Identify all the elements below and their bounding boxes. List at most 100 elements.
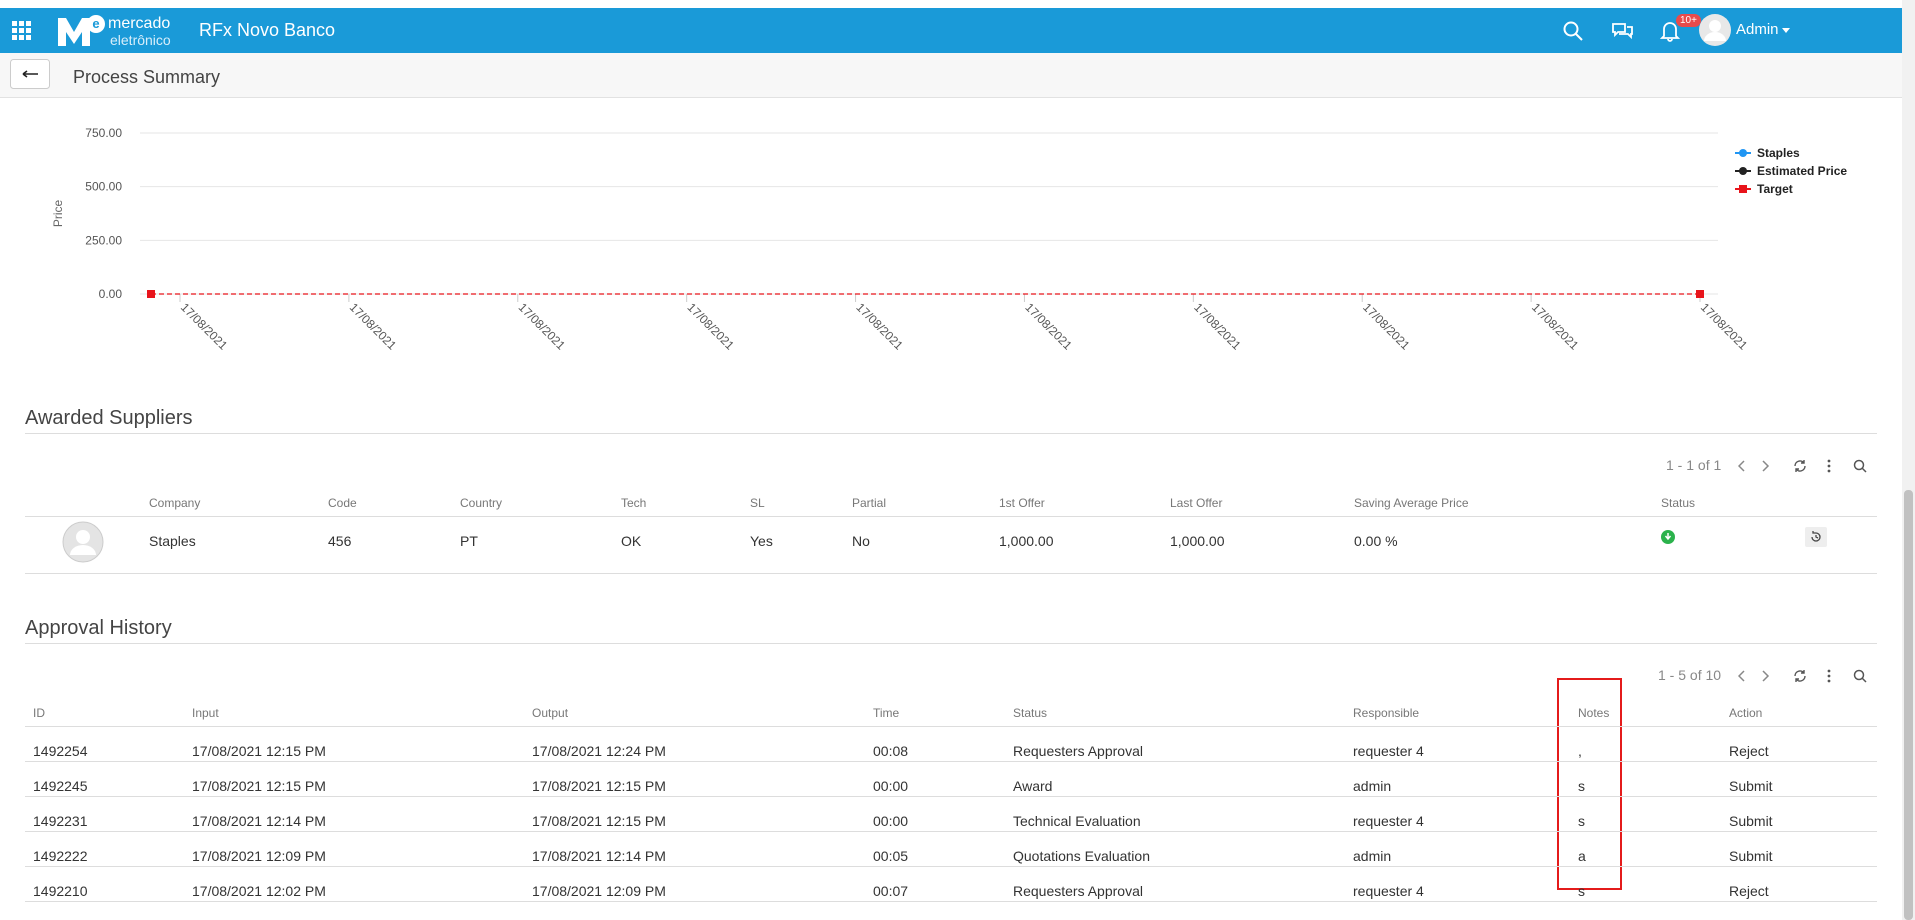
legend-marker [1739,149,1747,157]
section-title: Awarded Suppliers [25,407,193,429]
search-icon[interactable] [1562,20,1584,42]
column-header: Responsible [1353,706,1420,720]
cell: Requesters Approval [1013,883,1143,899]
column-header: Code [328,496,357,510]
notes-highlight [1557,678,1622,890]
y-tick-label: 250.00 [85,233,122,247]
header-rule [25,726,1877,727]
back-button[interactable] [10,59,50,89]
user-caret[interactable] [1782,28,1792,34]
x-tick-label: 17/08/2021 [1191,300,1244,353]
x-tick-label: 17/08/2021 [1529,300,1582,353]
section-title: Approval History [25,617,172,639]
cell: s [1578,883,1585,899]
column-header: Input [192,706,219,720]
x-tick-label: 17/08/2021 [347,300,400,353]
cell: 17/08/2021 12:15 PM [532,813,666,829]
user-name[interactable]: Admin [1736,21,1779,38]
x-tick-label: 17/08/2021 [1022,300,1075,353]
cell: Submit [1729,778,1773,794]
cell: admin [1353,848,1392,864]
x-tick-label: 17/08/2021 [1360,300,1413,353]
app-name: RFx Novo Banco [199,20,336,40]
cell: PT [460,533,478,549]
cell: Submit [1729,813,1773,829]
cell: requester 4 [1353,743,1424,759]
cell: 17/08/2021 12:15 PM [192,778,326,794]
cell: OK [621,533,642,549]
y-tick-label: 0.00 [99,287,123,301]
legend-label: Staples [1757,146,1800,160]
top-bar: e mercado eletrônico RFx Novo Banco 10+ … [0,8,1902,53]
header-rule [25,516,1877,517]
cell: Reject [1729,743,1769,759]
y-tick-label: 750.00 [85,126,122,140]
cell: 1,000.00 [999,533,1054,549]
cell: 00:05 [873,848,909,864]
column-header: Time [873,706,900,720]
cell: 17/08/2021 12:14 PM [532,848,666,864]
price-chart: Price 0.00 250.00 500.00 750.00 17/08/2021 17/… [51,126,1847,353]
cell: 17/08/2021 12:15 PM [192,743,326,759]
pager-arrow[interactable] [1762,460,1770,478]
cell: Quotations Evaluation [1013,848,1150,864]
history-button[interactable] [1805,527,1827,552]
pager-arrow[interactable] [1737,460,1746,478]
legend-marker [1739,167,1747,175]
cell: 1492245 [33,778,88,794]
cell: Technical Evaluation [1013,813,1141,829]
column-header: Status [1013,706,1048,720]
scrollbar-thumb[interactable] [1904,490,1913,920]
column-header: Saving Average Price [1354,496,1469,510]
legend-label: Target [1757,182,1793,196]
cell: 17/08/2021 12:09 PM [192,848,326,864]
cell: 00:08 [873,743,909,759]
column-header: Country [460,496,503,510]
cell: s [1578,813,1585,829]
bell-icon[interactable] [1660,20,1680,42]
target-point [1696,290,1704,298]
column-header: Last Offer [1170,496,1223,510]
cell: 00:00 [873,778,909,794]
cell: 17/08/2021 12:02 PM [192,883,326,899]
sub-bar: Process Summary [0,53,1902,98]
cell: 0.00 % [1354,533,1398,549]
svg-text:e: e [92,16,99,31]
section-rule [25,433,1877,434]
pager-arrow[interactable] [1762,670,1770,688]
cell: 00:00 [873,813,909,829]
pagination: 1 - 5 of 10 [1658,667,1722,683]
cell: Yes [750,533,773,549]
logo-text-2: eletrônico [110,32,171,48]
legend-label: Estimated Price [1757,164,1847,178]
row-rule [25,761,1877,762]
cell: 1492210 [33,883,88,899]
pager-arrow[interactable] [1737,670,1746,688]
cell: 1,000.00 [1170,533,1225,549]
table-tools[interactable] [1792,458,1888,479]
y-axis-label: Price [51,200,65,228]
cell: , [1578,743,1582,759]
cell: a [1578,848,1586,864]
supplier-avatar [62,521,104,568]
column-header: Company [149,496,201,510]
row-rule [25,573,1877,574]
row-rule [25,831,1877,832]
cell: requester 4 [1353,813,1424,829]
chat-icon[interactable] [1610,20,1634,42]
column-header: ID [33,706,45,720]
table-tools[interactable] [1792,668,1888,689]
target-point [147,290,155,298]
cell: Submit [1729,848,1773,864]
status-icon [1661,530,1675,549]
cell: Award [1013,778,1053,794]
row-rule [25,901,1877,902]
cell: 17/08/2021 12:15 PM [532,778,666,794]
cell: Reject [1729,883,1769,899]
user-avatar[interactable] [1698,13,1732,47]
apps-icon[interactable] [12,21,32,41]
column-header: Status [1661,496,1696,510]
logo-mark[interactable]: e [56,14,106,48]
cell: 17/08/2021 12:14 PM [192,813,326,829]
cell: 17/08/2021 12:09 PM [532,883,666,899]
